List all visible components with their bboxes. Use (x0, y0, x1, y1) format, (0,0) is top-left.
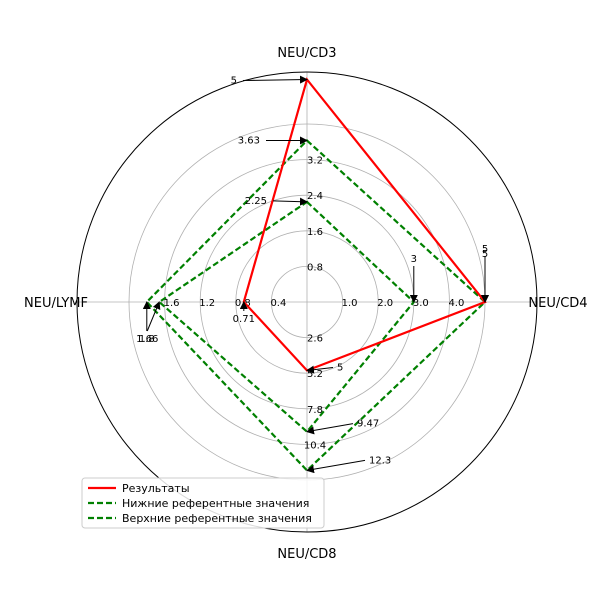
annotation-arrow-0-2 (306, 365, 334, 374)
legend: Результаты Нижние референтные значения Вер… (81, 477, 325, 529)
tick-label-neu-cd4-4: 4.0 (448, 298, 464, 309)
annotation-label-2-0: 3.63 (238, 135, 260, 146)
outer-frame (76, 71, 538, 533)
tick-label-neu-cd8-4: 10.4 (304, 440, 326, 451)
tick-labels: 0.8 1.6 2.4 3.2 1.0 2.0 3.0 4.0 2.6 5.2 7.8 10.4 0.4… (164, 156, 465, 452)
tick-label-neu-cd4-3: 3.0 (413, 298, 429, 309)
legend-label-0: Результаты (122, 482, 190, 495)
axis-label-neu-cd4: NEU/CD4 (528, 296, 587, 311)
tick-label-neu-cd3-4: 3.2 (307, 156, 323, 167)
legend-box (81, 477, 325, 529)
axis-labels: NEU/CD3 NEU/CD4 NEU/CD8 NEU/LYMF (24, 46, 588, 562)
legend-label-2: Верхние референтные значения (122, 512, 312, 525)
annotation-label-2-2: 12.3 (369, 455, 391, 466)
annotation-arrow-2-2 (306, 459, 366, 474)
axis-label-neu-cd8: NEU/CD8 (277, 547, 336, 562)
annotation-label-1-1: 3 (411, 254, 417, 265)
annotation-arrow-1-0 (272, 197, 308, 206)
series-line-0 (242, 77, 487, 372)
annotation-label-0-3: 0.71 (233, 314, 255, 325)
tick-label-neu-lymf-3: 1.2 (199, 298, 215, 309)
tick-label-neu-cd3-1: 0.8 (307, 262, 323, 273)
legend-label-1: Нижние референтные значения (122, 497, 309, 510)
tick-label-neu-cd3-3: 2.4 (307, 191, 323, 202)
annotation-label-0-1: 5 (482, 249, 488, 260)
series-line-1 (157, 200, 416, 434)
tick-label-neu-cd8-1: 2.6 (307, 334, 323, 345)
axis-label-neu-cd3: NEU/CD3 (277, 46, 336, 61)
series-line-2 (145, 138, 487, 472)
tick-label-neu-cd8-2: 5.2 (307, 369, 323, 380)
annotation-arrow-0-0 (242, 75, 308, 84)
annotation-label-0-2: 5 (337, 362, 343, 373)
tick-label-neu-cd4-1: 1.0 (342, 298, 358, 309)
annotation-label-1-2: 9.47 (357, 419, 379, 430)
annotation-label-0-0: 5 (231, 76, 237, 87)
annotation-label-2-1: 5 (482, 244, 488, 255)
annotation-label-1-0: 2.25 (245, 196, 267, 207)
annotation-label-1-3: 1.66 (136, 334, 158, 345)
tick-label-neu-cd4-2: 2.0 (377, 298, 393, 309)
annotation-label-2-3: 1.8 (139, 334, 155, 345)
tick-label-neu-cd3-2: 1.6 (307, 227, 323, 238)
tick-label-neu-cd8-3: 7.8 (307, 405, 323, 416)
axis-label-neu-lymf: NEU/LYMF (24, 296, 88, 311)
tick-label-neu-lymf-4: 1.6 (164, 298, 180, 309)
annotation-arrow-1-3 (146, 301, 161, 332)
tick-label-neu-lymf-1: 0.4 (270, 298, 286, 309)
annotation-arrow-1-2 (306, 423, 354, 435)
